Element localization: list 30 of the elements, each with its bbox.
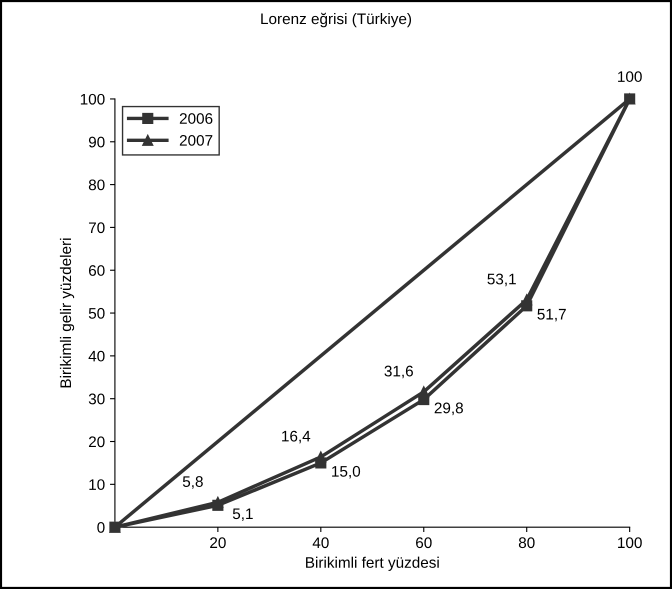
y-tick-label: 0 <box>97 522 105 533</box>
y-tick-label: 90 <box>88 136 105 148</box>
data-label: 15,0 <box>332 466 360 479</box>
legend-label: 2006 <box>180 113 212 124</box>
x-axis-title: Birikimli fert yüzdesi <box>306 556 439 571</box>
data-label: 51,7 <box>537 308 566 322</box>
data-label: 31,6 <box>384 366 413 378</box>
y-axis-title: Birikimli gelir yüzdeleri <box>60 238 74 388</box>
x-tick-label: 40 <box>312 537 329 548</box>
y-tick-label: 40 <box>88 350 105 362</box>
y-tick-label: 70 <box>88 222 105 234</box>
legend-label: 2007 <box>180 134 212 146</box>
y-tick-label: 20 <box>88 436 105 448</box>
y-tick-label: 50 <box>88 308 105 319</box>
x-tick-label: 60 <box>416 537 432 548</box>
y-tick-label: 30 <box>88 394 105 404</box>
x-tick-label: 80 <box>518 537 535 548</box>
data-label: 5,8 <box>182 476 203 489</box>
x-tick-label: 100 <box>618 537 642 548</box>
y-tick-label: 10 <box>89 479 105 490</box>
data-label: 16,4 <box>282 430 310 444</box>
y-tick-label: 60 <box>88 265 105 276</box>
y-tick-label: 100 <box>80 94 105 105</box>
data-label: 53,1 <box>487 274 516 286</box>
data-label: 29,8 <box>434 402 463 416</box>
x-tick-label: 20 <box>210 537 226 548</box>
y-tick-label: 80 <box>88 179 105 190</box>
data-label: 5,1 <box>232 508 253 521</box>
chart-title: Lorenz eğrisi (Türkiye) <box>261 12 412 28</box>
data-label: 100 <box>618 71 642 82</box>
